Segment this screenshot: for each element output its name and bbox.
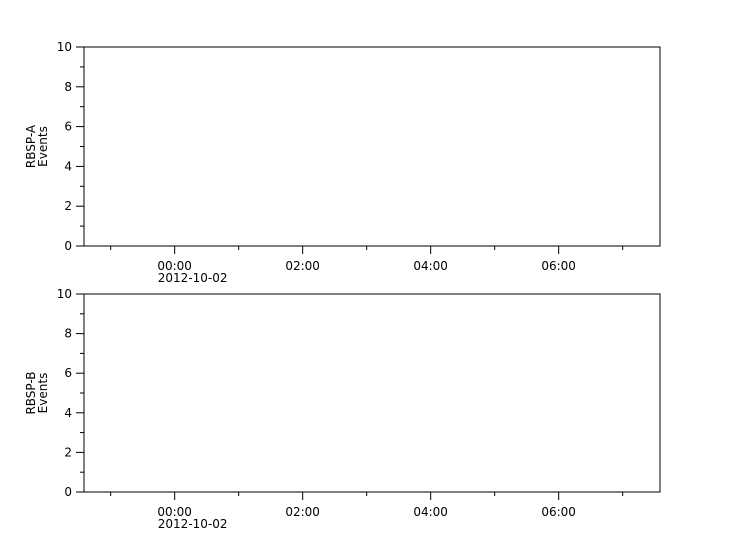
x-date-label: 2012-10-02 xyxy=(158,271,228,285)
x-tick-label: 00:00 xyxy=(157,259,192,273)
y-tick-label: 8 xyxy=(64,327,72,341)
x-tick-label: 06:00 xyxy=(541,505,576,519)
x-tick-label: 00:00 xyxy=(157,505,192,519)
y-axis-label: RBSP-A xyxy=(24,124,38,168)
y-tick-label: 4 xyxy=(64,406,72,420)
y-tick-label: 2 xyxy=(64,199,72,213)
y-tick-label: 6 xyxy=(64,120,72,134)
plot-frame xyxy=(83,293,661,493)
y-axis-label: Events xyxy=(36,373,50,414)
y-tick-label: 0 xyxy=(64,239,72,253)
y-tick-label: 8 xyxy=(64,80,72,94)
y-tick-label: 10 xyxy=(57,287,72,301)
y-axis-label: RBSP-B xyxy=(24,371,38,414)
y-tick-label: 10 xyxy=(57,40,72,54)
y-tick-label: 2 xyxy=(64,445,72,459)
x-tick-label: 04:00 xyxy=(413,505,448,519)
x-tick-label: 04:00 xyxy=(413,259,448,273)
y-tick-label: 6 xyxy=(64,366,72,380)
x-tick-label: 02:00 xyxy=(285,505,320,519)
y-axis-label: Events xyxy=(36,126,50,167)
x-date-label: 2012-10-02 xyxy=(158,517,228,531)
x-tick-label: 02:00 xyxy=(285,259,320,273)
x-tick-label: 06:00 xyxy=(541,259,576,273)
plot-frame xyxy=(83,46,661,247)
y-tick-label: 0 xyxy=(64,485,72,499)
y-tick-label: 4 xyxy=(64,159,72,173)
